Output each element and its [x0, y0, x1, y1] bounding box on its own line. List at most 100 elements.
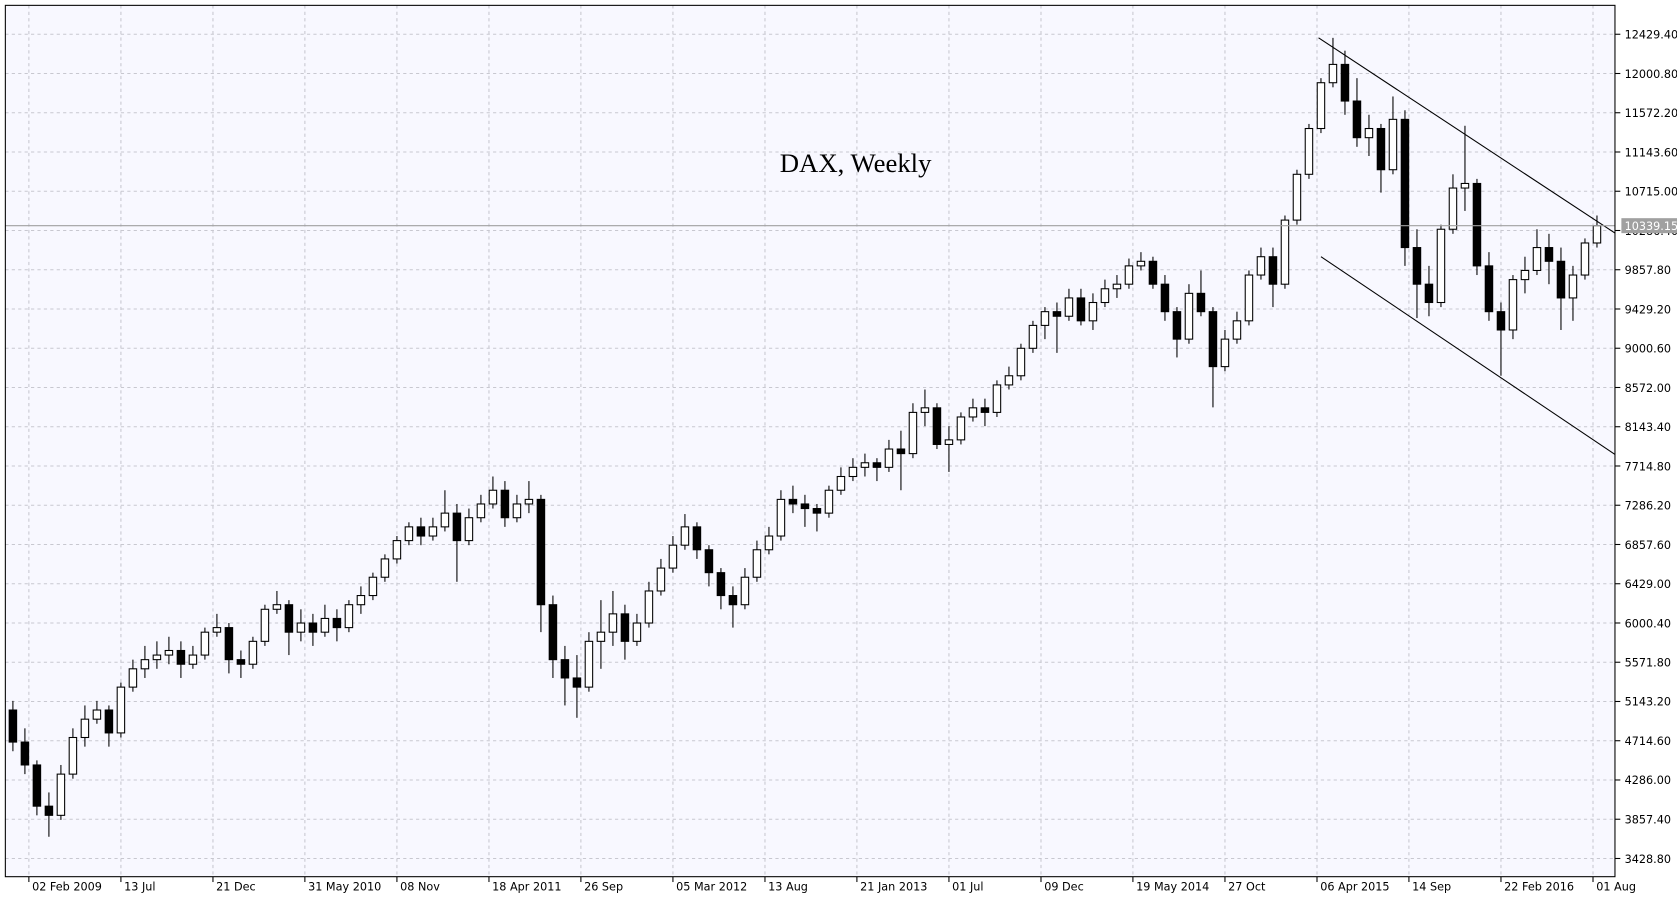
candle-body — [296, 622, 306, 633]
candle-body — [1304, 127, 1314, 175]
candle-body — [740, 576, 750, 606]
candle-body — [824, 489, 834, 514]
x-tick-label: 13 Aug — [768, 881, 808, 894]
candle-body — [944, 439, 954, 445]
y-tick-label: 5571.80 — [1625, 657, 1671, 670]
x-tick-label: 26 Sep — [584, 881, 623, 894]
candle-body — [1040, 311, 1050, 326]
y-tick-label: 9429.20 — [1625, 303, 1671, 316]
x-tick-label: 13 Jul — [124, 881, 155, 894]
candle-body — [812, 508, 822, 514]
candle-body — [896, 448, 906, 455]
candle-body — [1064, 297, 1074, 317]
candle-body — [1568, 274, 1578, 299]
candle-body — [1316, 82, 1326, 130]
candle-body — [800, 503, 810, 510]
candle-body — [1148, 260, 1158, 285]
grid — [5, 5, 1615, 877]
candle-body — [836, 475, 846, 491]
candle-body — [1388, 118, 1398, 171]
candle-body — [1028, 324, 1038, 349]
candle-body — [1124, 265, 1134, 285]
candle-body — [1292, 173, 1302, 221]
candle-body — [752, 549, 762, 578]
candle-body — [32, 764, 42, 807]
candle-body — [1232, 320, 1242, 340]
candle-body — [1328, 63, 1338, 84]
x-tick-label: 22 Feb 2016 — [1504, 881, 1574, 894]
candle-body — [524, 498, 534, 505]
trend-line — [1320, 256, 1616, 455]
trend-line — [1318, 37, 1616, 234]
candle-body — [1448, 187, 1458, 230]
candle-body — [440, 512, 450, 528]
y-tick-label: 6857.60 — [1625, 539, 1671, 552]
y-tick-label: 5143.20 — [1625, 696, 1671, 709]
y-tick-label: 4714.60 — [1625, 735, 1671, 748]
candle-body — [548, 604, 558, 661]
candle-body — [416, 526, 426, 537]
candle-body — [176, 649, 186, 665]
candle-body — [152, 654, 162, 661]
candle-body — [620, 613, 630, 642]
candle-body — [1340, 63, 1350, 102]
candle-body — [596, 631, 606, 642]
candle-body — [44, 805, 54, 816]
candle-body — [488, 489, 498, 505]
x-tick-label: 05 Mar 2012 — [676, 881, 747, 894]
y-tick-label: 11143.60 — [1625, 146, 1677, 159]
candle-body — [1544, 247, 1554, 262]
x-tick-label: 21 Jan 2013 — [860, 881, 927, 894]
candle-body — [1220, 338, 1230, 368]
chart-title: DAX, Weekly — [780, 148, 932, 178]
candle-body — [680, 526, 690, 546]
x-tick-label: 14 Sep — [1412, 881, 1451, 894]
candle-body — [1520, 269, 1530, 281]
y-tick-label: 7286.20 — [1625, 500, 1671, 513]
y-tick-label: 9857.80 — [1625, 264, 1671, 277]
candle-body — [68, 736, 78, 775]
candle-body — [320, 617, 330, 633]
candle-body — [728, 595, 738, 606]
candle-body — [764, 535, 774, 551]
candle-body — [368, 576, 378, 597]
x-tick-label: 19 May 2014 — [1136, 881, 1209, 894]
candle-body — [1256, 256, 1266, 276]
candle-body — [608, 613, 618, 633]
candle-body — [860, 462, 870, 468]
candle-body — [8, 709, 18, 743]
candle-body — [776, 498, 786, 537]
candle-body — [452, 512, 462, 542]
candle-body — [164, 649, 174, 656]
y-tick-label: 10715.00 — [1625, 186, 1677, 199]
candle-body — [1076, 297, 1086, 322]
y-tick-label: 4286.00 — [1625, 774, 1671, 787]
candle-body — [1280, 219, 1290, 285]
candle-body — [1496, 311, 1506, 331]
candle-body — [200, 631, 210, 656]
axis-labels: 3428.80 3857.40 4286.00 4714.60 5143.20 5571.… — [28, 29, 1677, 894]
candle-body — [560, 659, 570, 679]
candle-body — [284, 604, 294, 633]
candle-body — [932, 407, 942, 445]
candle-body — [1424, 283, 1434, 304]
candle-body — [260, 608, 270, 642]
y-tick-label: 6000.40 — [1625, 617, 1671, 630]
candle-body — [692, 526, 702, 551]
candle-body — [20, 741, 30, 766]
candle-body — [1172, 311, 1182, 340]
candle-body — [224, 627, 234, 661]
candle-body — [908, 411, 918, 455]
candle-body — [1004, 375, 1014, 386]
candle-body — [1052, 311, 1062, 317]
candle-body — [1112, 283, 1122, 290]
candle-body — [1268, 256, 1278, 285]
candle-body — [992, 384, 1002, 413]
candle-body — [872, 462, 882, 468]
candle-body — [788, 498, 798, 505]
candle-body — [1436, 228, 1446, 304]
candle-body — [356, 595, 366, 606]
y-tick-label: 11572.20 — [1625, 107, 1677, 120]
